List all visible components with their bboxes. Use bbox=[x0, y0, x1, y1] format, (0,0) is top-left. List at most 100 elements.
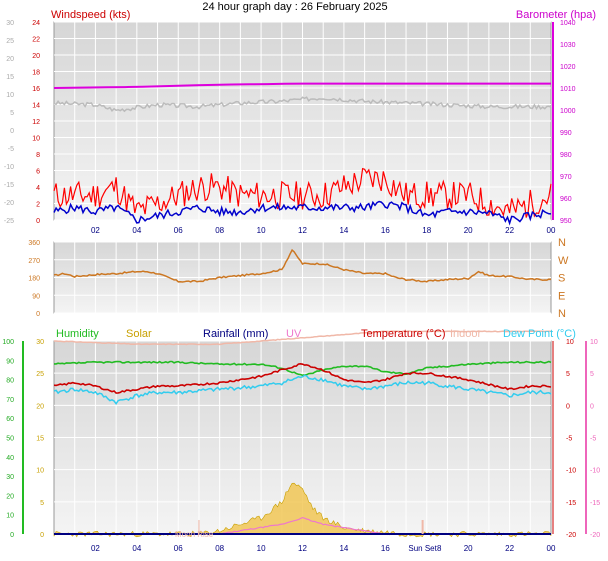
time-tick-label: 10 bbox=[257, 226, 266, 235]
time-tick-label: 20 bbox=[464, 544, 473, 553]
compass-label: N bbox=[558, 237, 566, 249]
moon-rise-label: Moon Rise bbox=[175, 530, 214, 539]
time-tick-label: 10 bbox=[257, 544, 266, 553]
chart-title: 24 hour graph day : 26 February 2025 bbox=[202, 1, 387, 13]
time-tick-label: 14 bbox=[339, 544, 348, 553]
solar-tick-label: 15 bbox=[36, 436, 44, 443]
baro-tick-label: 960 bbox=[560, 196, 572, 203]
legend-label: UV bbox=[286, 328, 302, 340]
humidity-tick-label: 10 bbox=[6, 513, 14, 520]
far-right-tick-label: -10 bbox=[590, 468, 600, 475]
outer-tick-label: 0 bbox=[10, 128, 14, 135]
wind-tick-label: 16 bbox=[32, 86, 40, 93]
legend-label: Temperature (°C) bbox=[361, 328, 445, 340]
series-indoor bbox=[54, 330, 551, 346]
humidity-tick-label: 40 bbox=[6, 455, 14, 462]
outer-tick-label: -5 bbox=[8, 146, 14, 153]
outer-tick-label: 20 bbox=[6, 56, 14, 63]
far-right-tick-label: -20 bbox=[590, 532, 600, 539]
series-avg-wind bbox=[53, 200, 552, 226]
far-right-tick-label: -15 bbox=[590, 500, 600, 507]
legend-label: Solar bbox=[126, 328, 152, 340]
direction-tick-label: 270 bbox=[28, 258, 40, 265]
series-gust bbox=[53, 167, 552, 218]
outer-tick-label: 10 bbox=[6, 92, 14, 99]
solar-tick-label: 20 bbox=[36, 403, 44, 410]
time-tick-label: 22 bbox=[505, 226, 514, 235]
wind-tick-label: 14 bbox=[32, 103, 40, 110]
outer-tick-label: -25 bbox=[4, 218, 14, 225]
wind-tick-label: 0 bbox=[36, 218, 40, 225]
baro-axis-title: Barometer (hpa) bbox=[516, 9, 596, 21]
wind-tick-label: 18 bbox=[32, 70, 40, 77]
solar-tick-label: 0 bbox=[40, 532, 44, 539]
wind-axis-title: Windspeed (kts) bbox=[51, 9, 130, 21]
humidity-tick-label: 0 bbox=[10, 532, 14, 539]
time-tick-label: 12 bbox=[298, 544, 307, 553]
direction-tick-label: 90 bbox=[32, 293, 40, 300]
baro-tick-label: 980 bbox=[560, 152, 572, 159]
series-solar bbox=[53, 482, 552, 538]
time-tick-label: 20 bbox=[464, 226, 473, 235]
wind-tick-label: 6 bbox=[36, 169, 40, 176]
legend-label: Indoor bbox=[450, 328, 482, 340]
humidity-tick-label: 20 bbox=[6, 493, 14, 500]
outer-tick-label: 30 bbox=[6, 20, 14, 27]
outer-tick-label: 15 bbox=[6, 74, 14, 81]
baro-tick-label: 1000 bbox=[560, 108, 576, 115]
wind-tick-label: 12 bbox=[32, 119, 40, 126]
time-tick-label: 04 bbox=[132, 544, 141, 553]
solar-tick-label: 30 bbox=[36, 339, 44, 346]
time-tick-label: 16 bbox=[381, 544, 390, 553]
wind-tick-label: 4 bbox=[36, 185, 40, 192]
legend-label: Rainfall (mm) bbox=[203, 328, 268, 340]
baro-tick-label: 1030 bbox=[560, 42, 576, 49]
temp-tick-label: -5 bbox=[566, 436, 572, 443]
series-grey-trace bbox=[53, 96, 552, 113]
baro-tick-label: 1040 bbox=[560, 20, 576, 27]
time-tick-label: 14 bbox=[339, 226, 348, 235]
direction-tick-label: 360 bbox=[28, 240, 40, 247]
far-right-tick-label: 10 bbox=[590, 339, 598, 346]
humidity-tick-label: 100 bbox=[2, 339, 14, 346]
compass-label: S bbox=[558, 273, 565, 285]
time-tick-label: 04 bbox=[132, 226, 141, 235]
baro-tick-label: 1020 bbox=[560, 64, 576, 71]
time-tick-label: 06 bbox=[174, 544, 183, 553]
time-tick-label: 8 bbox=[437, 544, 442, 553]
direction-tick-label: 180 bbox=[28, 276, 40, 283]
far-right-tick-label: 0 bbox=[590, 403, 594, 410]
time-tick-label: 02 bbox=[91, 544, 100, 553]
series-temperature bbox=[53, 362, 552, 394]
temp-tick-label: 10 bbox=[566, 339, 574, 346]
temp-tick-label: -20 bbox=[566, 532, 576, 539]
time-tick-label: 22 bbox=[505, 544, 514, 553]
time-tick-label: 08 bbox=[215, 544, 224, 553]
temp-tick-label: -10 bbox=[566, 468, 576, 475]
far-right-tick-label: 5 bbox=[590, 371, 594, 378]
humidity-tick-label: 80 bbox=[6, 378, 14, 385]
compass-label: W bbox=[558, 255, 569, 267]
wind-tick-label: 24 bbox=[32, 20, 40, 27]
outer-tick-label: -10 bbox=[4, 164, 14, 171]
humidity-tick-label: 70 bbox=[6, 397, 14, 404]
baro-tick-label: 970 bbox=[560, 174, 572, 181]
wind-tick-label: 20 bbox=[32, 53, 40, 60]
humidity-tick-label: 90 bbox=[6, 358, 14, 365]
wind-tick-label: 8 bbox=[36, 152, 40, 159]
time-tick-label: 16 bbox=[381, 226, 390, 235]
time-tick-label: 00 bbox=[547, 226, 556, 235]
outer-tick-label: 25 bbox=[6, 38, 14, 45]
temp-tick-label: 0 bbox=[566, 403, 570, 410]
temp-tick-label: -15 bbox=[566, 500, 576, 507]
series-humidity bbox=[54, 360, 552, 377]
wind-tick-label: 22 bbox=[32, 37, 40, 44]
time-tick-label: 18 bbox=[422, 226, 431, 235]
solar-tick-label: 5 bbox=[40, 500, 44, 507]
humidity-tick-label: 60 bbox=[6, 416, 14, 423]
compass-label: N bbox=[558, 308, 566, 320]
humidity-tick-label: 50 bbox=[6, 436, 14, 443]
baro-tick-label: 1010 bbox=[560, 86, 576, 93]
legend-label: Humidity bbox=[56, 328, 99, 340]
outer-tick-label: 5 bbox=[10, 110, 14, 117]
